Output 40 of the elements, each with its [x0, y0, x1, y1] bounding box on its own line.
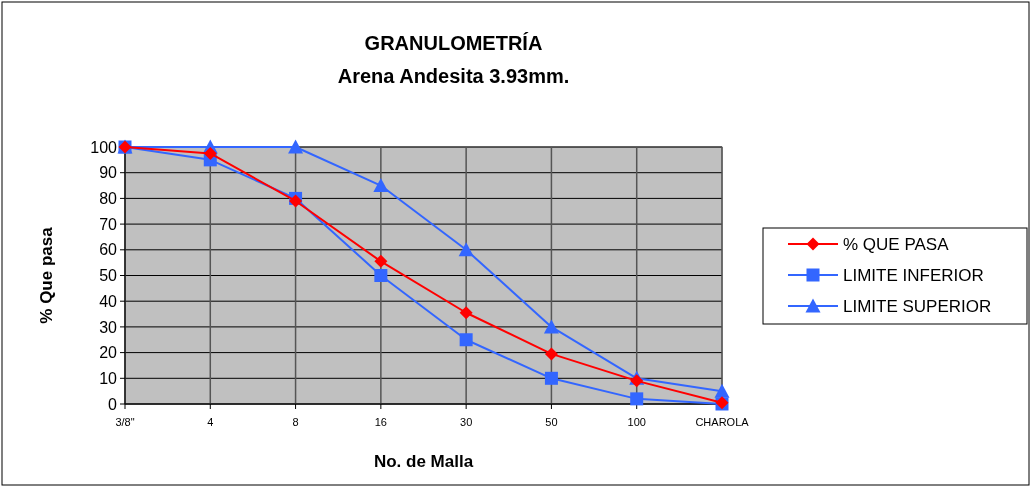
y-axis-title: % Que pasa: [37, 226, 56, 324]
point: [203, 146, 217, 160]
y-tick-label: 20: [99, 344, 118, 362]
point: [374, 269, 388, 282]
y-tick-label: 100: [90, 138, 118, 156]
legend-label: LIMITE SUPERIOR: [843, 296, 992, 316]
point: [544, 371, 558, 385]
y-tick-label: 0: [108, 395, 118, 413]
y-tick-label: 60: [99, 241, 118, 259]
legend-label: LIMITE INFERIOR: [843, 265, 984, 285]
y-tick-label: 50: [99, 267, 118, 285]
x-tick-label: 8: [292, 416, 299, 428]
point: [459, 333, 473, 347]
point: [543, 319, 559, 334]
y-tick-label: 30: [99, 318, 118, 336]
legend-label: % QUE PASA: [843, 234, 950, 254]
point: [459, 306, 473, 320]
point: [458, 242, 474, 257]
x-tick-label: CHAROLA: [695, 416, 750, 428]
x-axis-title: No. de Malla: [373, 452, 474, 471]
y-tick-label: 40: [99, 292, 118, 310]
y-tick-label: 70: [99, 215, 118, 233]
x-tick-label: 100: [627, 416, 646, 428]
x-tick-label: 4: [207, 416, 214, 428]
point: [630, 374, 644, 388]
point: [373, 178, 389, 193]
x-tick-label: 50: [545, 416, 558, 428]
chart-subtitle: Arena Andesita 3.93mm.: [337, 65, 570, 87]
y-tick-label: 80: [99, 190, 118, 207]
x-tick-label: 3/8": [115, 416, 135, 428]
point: [714, 383, 730, 398]
y-tick-label: 10: [99, 369, 118, 387]
point: [288, 139, 304, 154]
x-tick-label: 30: [460, 416, 473, 428]
point: [544, 347, 558, 361]
x-tick-label: 16: [374, 416, 387, 428]
point: [374, 254, 388, 268]
y-tick-label: 90: [99, 164, 118, 182]
point: [630, 392, 644, 406]
chart-title: GRANULOMETRÍA: [364, 32, 543, 54]
